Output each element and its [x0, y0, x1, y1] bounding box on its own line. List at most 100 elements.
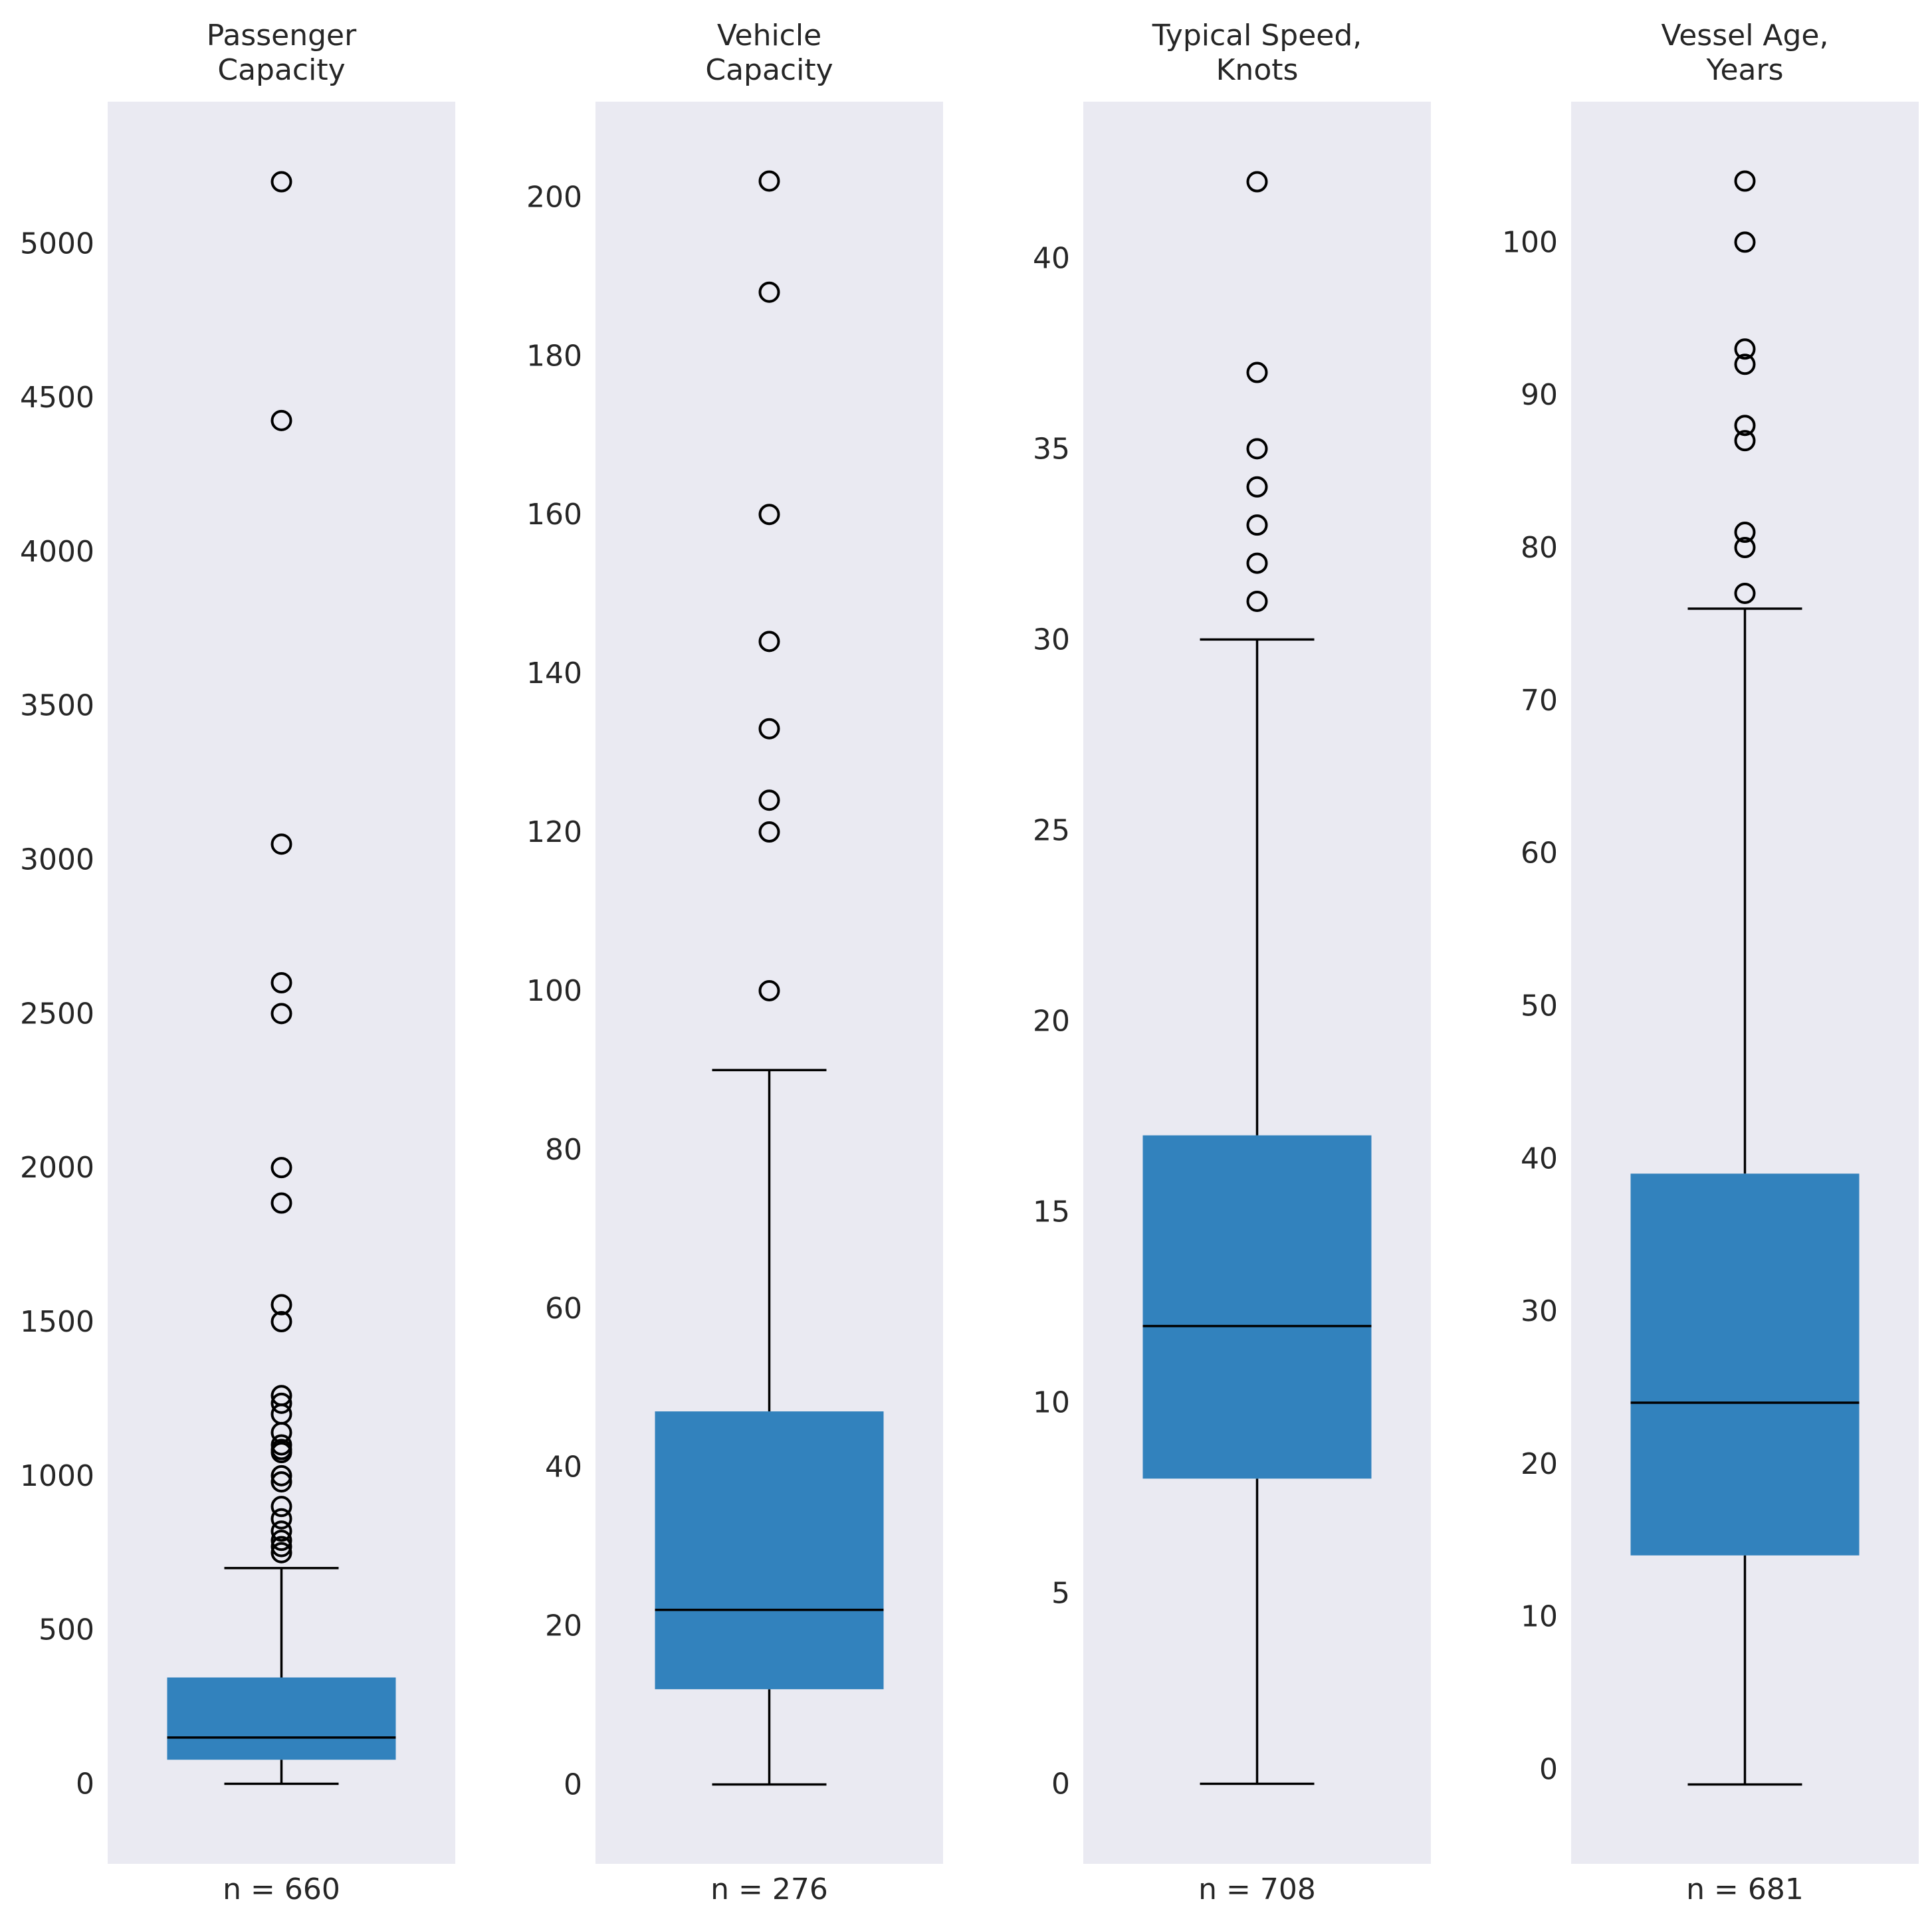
y-tick-label: 20	[545, 1609, 582, 1643]
y-tick-label: 180	[526, 339, 582, 373]
y-tick-label: 80	[545, 1133, 582, 1167]
y-tick-label: 2000	[20, 1151, 94, 1185]
outlier-point	[1734, 231, 1756, 253]
outlier-point	[1734, 522, 1756, 544]
y-tick-label: 60	[545, 1292, 582, 1326]
y-tick-label: 10	[1033, 1385, 1070, 1419]
y-tick-label: 100	[526, 974, 582, 1008]
panel-title-line: Typical Speed,	[1152, 19, 1362, 52]
outlier-point	[270, 1392, 292, 1414]
outlier-point	[270, 1520, 292, 1542]
outlier-point	[270, 1003, 292, 1025]
outlier-point	[758, 718, 780, 740]
y-tick-label: 100	[1502, 225, 1558, 259]
outlier-point	[270, 1536, 292, 1558]
y-tick-label: 1500	[20, 1305, 94, 1339]
sample-size-label: n = 681	[1686, 1872, 1804, 1906]
outlier-point	[1734, 430, 1756, 452]
outlier-point	[270, 1471, 292, 1493]
outlier-point	[270, 833, 292, 855]
sample-size-label: n = 708	[1198, 1872, 1316, 1906]
outlier-point	[270, 1530, 292, 1552]
outlier-point	[1246, 514, 1268, 536]
outlier-point	[270, 171, 292, 193]
y-tick-label: 90	[1521, 378, 1558, 412]
iqr-box	[655, 1411, 884, 1690]
outlier-point	[758, 170, 780, 192]
outlier-point	[270, 1421, 292, 1443]
outlier-point	[758, 821, 780, 843]
outlier-point	[270, 1192, 292, 1214]
panel-title-line: Vessel Age,	[1662, 19, 1829, 52]
y-tick-label: 160	[526, 498, 582, 532]
outlier-point	[1734, 537, 1756, 559]
y-tick-label: 3500	[20, 689, 94, 723]
y-tick-label: 40	[1033, 241, 1070, 275]
panel-title-line: Passenger	[207, 19, 357, 52]
y-tick-label: 10	[1521, 1600, 1558, 1634]
outlier-point	[270, 1294, 292, 1316]
y-tick-label: 20	[1521, 1447, 1558, 1481]
y-tick-label: 35	[1033, 432, 1070, 466]
panel-title-line: Capacity	[705, 53, 833, 87]
panel-title-line: Years	[1705, 53, 1783, 87]
outlier-point	[1734, 170, 1756, 192]
outlier-point	[270, 1442, 292, 1464]
y-tick-label: 3000	[20, 843, 94, 877]
outlier-point	[1246, 171, 1268, 193]
panel-title-line: Capacity	[217, 53, 345, 87]
y-tick-label: 30	[1521, 1294, 1558, 1328]
y-tick-label: 140	[526, 657, 582, 690]
outlier-point	[1734, 354, 1756, 375]
y-tick-label: 500	[39, 1613, 94, 1647]
y-tick-label: 2500	[20, 997, 94, 1031]
panel-title-line: Vehicle	[717, 19, 821, 52]
outlier-point	[758, 979, 780, 1001]
y-tick-label: 50	[1521, 989, 1558, 1023]
y-tick-label: 20	[1033, 1004, 1070, 1038]
outlier-point	[1246, 476, 1268, 498]
y-tick-label: 25	[1033, 813, 1070, 847]
y-tick-label: 0	[1539, 1753, 1558, 1787]
outlier-point	[270, 1508, 292, 1530]
y-tick-label: 5	[1051, 1576, 1070, 1610]
panel-4: Vessel Age,Years 0 10 20 30 40 50 60 70 80 90 100 n …	[1502, 19, 1919, 1906]
y-tick-label: 30	[1033, 623, 1070, 657]
outlier-point	[270, 1157, 292, 1179]
outlier-point	[1246, 552, 1268, 574]
outlier-point	[1734, 582, 1756, 604]
outlier-point	[758, 504, 780, 526]
sample-size-label: n = 276	[710, 1872, 828, 1906]
panel-title-line: Knots	[1216, 53, 1299, 87]
y-tick-label: 40	[1521, 1142, 1558, 1175]
outlier-point	[758, 281, 780, 303]
panel-3: Typical Speed,Knots 0 5 10 15 20 25 30 35 40 n = 7…	[1033, 19, 1431, 1906]
iqr-box	[1142, 1135, 1372, 1479]
y-tick-label: 15	[1033, 1195, 1070, 1229]
y-tick-label: 40	[545, 1451, 582, 1484]
outlier-point	[270, 972, 292, 993]
y-tick-label: 0	[564, 1768, 582, 1802]
y-tick-label: 0	[76, 1767, 94, 1801]
y-tick-label: 80	[1521, 531, 1558, 565]
y-tick-label: 70	[1521, 684, 1558, 718]
outlier-point	[270, 1465, 292, 1486]
outlier-point	[270, 1496, 292, 1518]
y-tick-label: 4000	[20, 535, 94, 569]
outlier-point	[270, 1542, 292, 1564]
y-tick-label: 1000	[20, 1459, 94, 1493]
y-tick-label: 5000	[20, 227, 94, 260]
outlier-point	[1734, 338, 1756, 360]
outlier-point	[270, 409, 292, 431]
sample-size-label: n = 660	[223, 1872, 340, 1906]
y-tick-label: 60	[1521, 837, 1558, 870]
outlier-point	[1734, 415, 1756, 437]
y-tick-label: 120	[526, 815, 582, 849]
outlier-point	[1246, 361, 1268, 383]
outlier-point	[270, 1311, 292, 1332]
y-tick-label: 0	[1051, 1767, 1070, 1801]
iqr-box	[167, 1677, 396, 1760]
